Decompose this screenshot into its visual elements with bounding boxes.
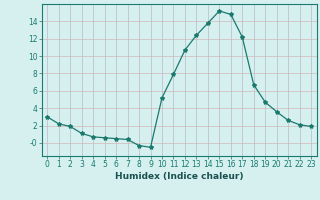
X-axis label: Humidex (Indice chaleur): Humidex (Indice chaleur) (115, 172, 244, 181)
